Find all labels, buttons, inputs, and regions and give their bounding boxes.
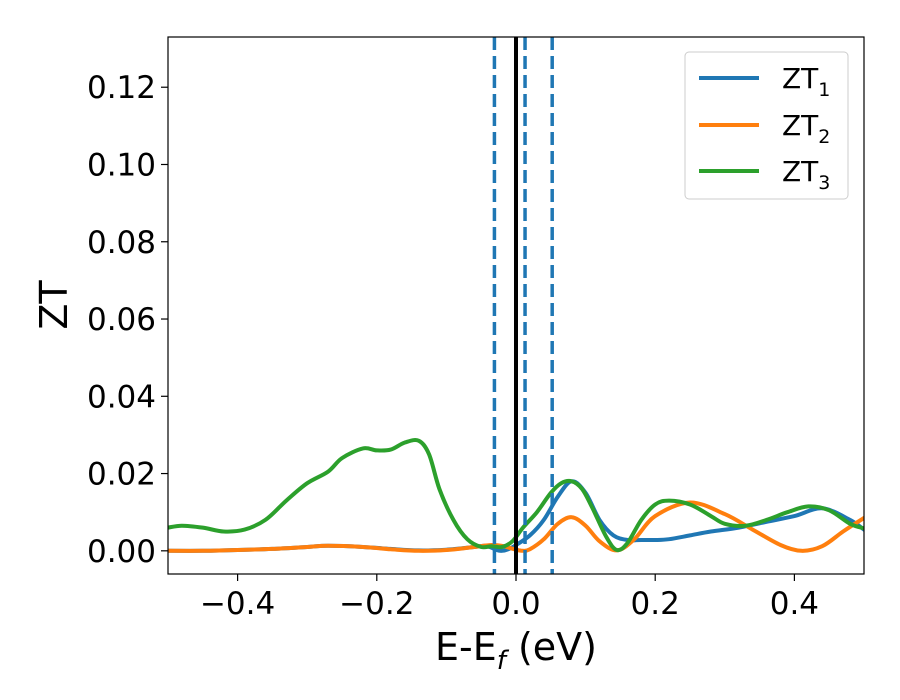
y-axis-ticks: 0.00 0.02 0.04 0.06 0.08 0.10 0.12: [87, 70, 168, 570]
x-tick-label: 0.0: [491, 586, 540, 622]
x-tick-label: −0.4: [200, 586, 275, 622]
legend-sub-zt1: 1: [818, 79, 830, 101]
x-tick-label: 0.4: [770, 586, 819, 622]
x-axis-ticks: −0.4 −0.2 0.0 0.2 0.4: [200, 574, 819, 622]
legend-name-zt3: ZT: [782, 155, 819, 188]
y-tick-label: 0.00: [87, 534, 156, 570]
legend-box: [684, 51, 849, 200]
legend-label-zt2: ZT2: [782, 109, 830, 148]
x-tick-label: −0.2: [339, 586, 414, 622]
y-tick-label: 0.02: [87, 457, 156, 493]
y-tick-label: 0.08: [87, 225, 156, 261]
x-axis-label-unit: (eV): [506, 625, 597, 669]
legend-label-zt3: ZT3: [782, 155, 830, 194]
y-tick-label: 0.12: [87, 70, 156, 106]
legend-label-zt1: ZT1: [782, 62, 830, 101]
legend-sub-zt2: 2: [818, 126, 830, 148]
legend-sub-zt3: 3: [818, 172, 830, 194]
legend: ZT1 ZT2 ZT3: [684, 51, 849, 200]
y-tick-label: 0.10: [87, 147, 156, 183]
x-axis-label: E-Ef (eV): [435, 625, 597, 676]
y-axis-label: ZT: [32, 280, 76, 330]
x-tick-label: 0.2: [631, 586, 680, 622]
x-axis-label-main: E-E: [435, 625, 497, 669]
legend-name-zt2: ZT: [782, 109, 819, 142]
y-tick-label: 0.06: [87, 302, 156, 338]
legend-name-zt1: ZT: [782, 62, 819, 95]
y-tick-label: 0.04: [87, 379, 156, 415]
reference-lines: [492, 37, 554, 574]
